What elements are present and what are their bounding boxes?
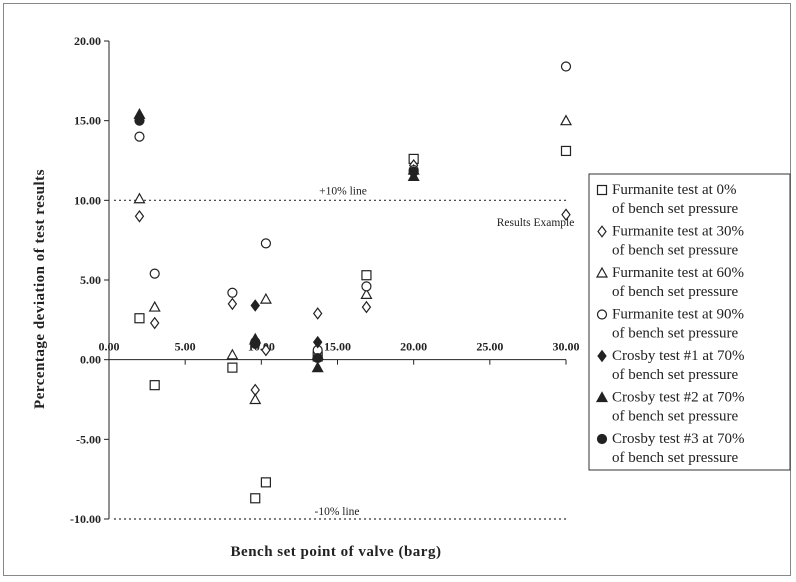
- legend-label-line2: of bench set pressure: [612, 201, 739, 217]
- legend-label: Furmanite test at 0%: [612, 182, 737, 198]
- legend-label: Furmanite test at 60%: [612, 265, 744, 281]
- data-point: [134, 131, 145, 142]
- data-point: [361, 300, 372, 314]
- series-3: [133, 114, 573, 405]
- data-point: [249, 393, 262, 405]
- legend-label-line2: of bench set pressure: [612, 243, 739, 259]
- data-point: [560, 61, 572, 72]
- series-2: [134, 158, 571, 397]
- legend-item: Crosby test #1 at 70% of bench set pressu…: [597, 348, 745, 383]
- legend-label-line2: of bench set pressure: [612, 450, 739, 466]
- legend: Furmanite test at 0% of bench set pressur…: [588, 173, 791, 471]
- x-tick-label: 30.00: [553, 340, 580, 354]
- data-point: [226, 348, 239, 360]
- data-point: [559, 114, 573, 126]
- data-point: [312, 352, 323, 364]
- legend-marker: [597, 225, 607, 238]
- data-point: [250, 338, 261, 349]
- x-tick-label: 0.00: [99, 340, 120, 354]
- data-point: [149, 316, 160, 330]
- data-point: [250, 299, 260, 312]
- data-point: [560, 145, 572, 157]
- reference-lines: +10% line -10% line Results Example: [114, 185, 575, 520]
- x-tick-label: 5.00: [175, 340, 196, 354]
- data-point: [149, 268, 160, 279]
- x-tick-label: 20.00: [400, 340, 427, 354]
- y-tick-label: 15.00: [74, 114, 101, 128]
- y-axis-ticks: -10.00 -5.00 0.00 5.00 10.00 15.00 20.00: [70, 34, 109, 526]
- legend-label: Crosby test #2 at 70%: [612, 390, 745, 406]
- legend-box: [588, 173, 791, 471]
- data-point: [312, 307, 323, 320]
- data-point: [360, 288, 373, 299]
- data-point: [133, 192, 146, 204]
- reference-line-label: +10% line: [319, 185, 367, 197]
- x-axis-title: Bench set point of valve (barg): [231, 544, 442, 560]
- y-axis-title: Percentage deviation of test results: [32, 169, 48, 409]
- legend-marker: [596, 433, 608, 445]
- data-point: [260, 238, 272, 249]
- legend-item: Furmanite test at 60% of bench set pressu…: [595, 265, 744, 300]
- chart-axes: [108, 41, 566, 519]
- x-axis-ticks: 0.00 5.00 10.00 15.00 20.00 25.00 30.00: [99, 340, 580, 365]
- legend-label: Crosby test #1 at 70%: [612, 348, 745, 364]
- data-points: [133, 61, 573, 504]
- x-tick-label: 15.00: [324, 340, 351, 354]
- series-7: [134, 115, 419, 364]
- x-tick-label: 25.00: [476, 340, 503, 354]
- y-tick-label: -10.00: [70, 512, 101, 526]
- legend-label-line2: of bench set pressure: [612, 326, 739, 342]
- series-5: [134, 111, 323, 349]
- legend-item: Furmanite test at 90% of bench set pressu…: [596, 307, 744, 342]
- annotation-text: Results Example: [497, 217, 575, 229]
- y-tick-label: 0.00: [80, 353, 101, 367]
- data-point: [149, 380, 160, 391]
- y-tick-label: 5.00: [80, 273, 101, 287]
- legend-label-line2: of bench set pressure: [612, 367, 739, 383]
- data-point: [408, 166, 419, 177]
- legend-item: Furmanite test at 30% of bench set pressu…: [597, 224, 744, 259]
- data-point: [250, 493, 261, 504]
- y-tick-label: 20.00: [74, 34, 101, 48]
- legend-marker: [595, 391, 609, 403]
- legend-marker: [595, 266, 609, 278]
- data-point: [561, 208, 571, 221]
- series-6: [133, 108, 420, 373]
- series-4: [134, 61, 572, 356]
- legend-item: Furmanite test at 0% of bench set pressur…: [596, 182, 739, 217]
- data-point: [312, 335, 323, 349]
- legend-label-line2: of bench set pressure: [612, 409, 739, 425]
- data-point: [361, 270, 372, 281]
- legend-item: Crosby test #2 at 70% of bench set pressu…: [595, 390, 745, 425]
- legend-label: Furmanite test at 90%: [612, 307, 744, 323]
- y-tick-label: -5.00: [76, 432, 101, 446]
- data-point: [311, 361, 324, 373]
- data-point: [134, 313, 145, 324]
- series-1: [134, 145, 572, 504]
- legend-marker: [596, 184, 608, 196]
- legend-label: Crosby test #3 at 70%: [612, 431, 745, 447]
- chart-frame: +10% line -10% line Results Example 0.00 5.…: [3, 3, 791, 576]
- data-point: [227, 297, 238, 311]
- data-point: [134, 209, 145, 223]
- reference-line-label: -10% line: [314, 506, 359, 518]
- data-point: [259, 292, 272, 304]
- data-point: [134, 115, 145, 126]
- data-point: [261, 343, 271, 357]
- y-tick-label: 10.00: [74, 193, 101, 207]
- data-point: [227, 287, 238, 298]
- data-point: [361, 281, 372, 292]
- data-point: [260, 477, 272, 488]
- legend-marker: [597, 349, 607, 363]
- scatter-chart: +10% line -10% line Results Example 0.00 5.…: [32, 34, 791, 560]
- legend-item: Crosby test #3 at 70% of bench set pressu…: [596, 431, 745, 466]
- data-point: [148, 300, 161, 312]
- legend-label-line2: of bench set pressure: [612, 284, 739, 300]
- legend-label: Furmanite test at 30%: [612, 224, 744, 240]
- legend-marker: [596, 309, 608, 320]
- data-point: [227, 362, 238, 373]
